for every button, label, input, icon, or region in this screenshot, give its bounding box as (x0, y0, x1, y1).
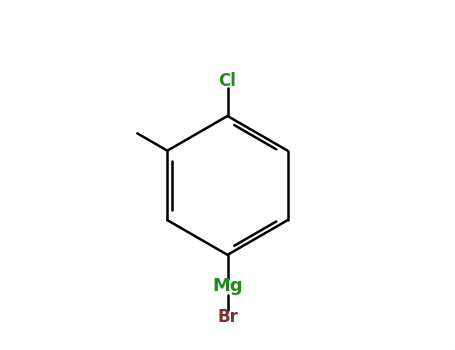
Text: Br: Br (217, 308, 238, 326)
Text: Mg: Mg (212, 277, 243, 295)
Text: Cl: Cl (218, 72, 237, 90)
